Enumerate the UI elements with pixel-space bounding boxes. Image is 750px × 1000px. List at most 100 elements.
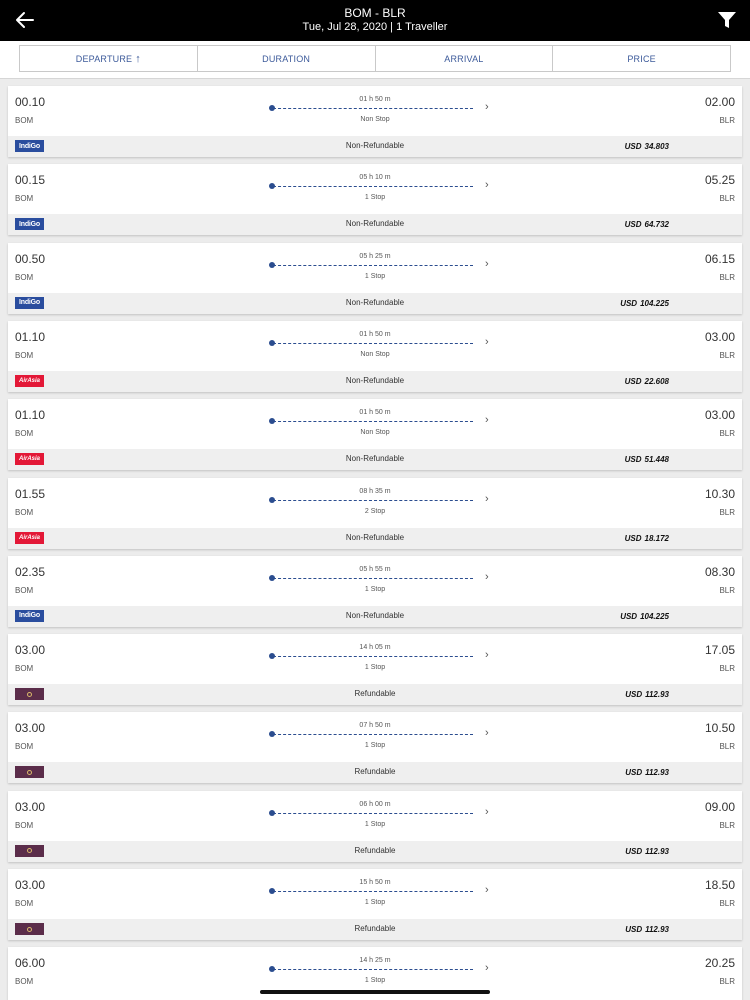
fare-price: USD 22.608: [625, 377, 672, 386]
refund-status: Refundable: [354, 767, 396, 777]
arrival-time: 03.00: [704, 329, 735, 344]
sort-tab-arrival[interactable]: ARRIVAL: [376, 46, 554, 71]
arrival-time: 10.30: [704, 486, 735, 501]
arrival-airport: BLR: [719, 429, 735, 439]
filter-button[interactable]: [717, 10, 737, 30]
flight-card[interactable]: 01.10 BOM 01 h 50 m Non Stop › 03.00 BLR AirAsi…: [8, 399, 742, 471]
departure-airport: BOM: [15, 350, 34, 360]
fare-price: USD 112.93: [625, 690, 672, 699]
arrival-airport: BLR: [719, 507, 735, 517]
chevron-right-icon[interactable]: ›: [485, 179, 489, 192]
fare-currency: USD: [624, 220, 642, 230]
chevron-right-icon[interactable]: ›: [485, 805, 489, 818]
chevron-right-icon[interactable]: ›: [485, 649, 489, 662]
route-line: [273, 342, 473, 344]
filter-icon: [718, 12, 736, 28]
fare-footer: Refundable USD 112.93: [8, 684, 742, 706]
flight-duration: 14 h 25 m: [359, 957, 391, 965]
departure-time: 03.00: [15, 878, 46, 892]
route-line: [273, 577, 473, 579]
fare-price: USD 112.93: [625, 768, 672, 777]
fare-footer: Refundable USD 112.93: [8, 919, 742, 940]
flight-card[interactable]: 03.00 BOM 07 h 50 m 1 Stop › 10.50 BLR Refundab…: [8, 712, 742, 784]
arrival-time: 08.30: [704, 564, 735, 579]
route-line: [273, 656, 473, 658]
flight-card[interactable]: 01.55 BOM 08 h 35 m 2 Stop › 10.30 BLR AirAsia N…: [8, 477, 742, 549]
chevron-right-icon[interactable]: ›: [485, 335, 489, 348]
route-line: [273, 812, 473, 814]
fare-currency: USD: [624, 455, 642, 465]
fare-amount: 112.93: [645, 690, 669, 700]
flight-duration: 05 h 25 m: [359, 252, 391, 260]
fare-footer: IndiGo Non-Refundable USD 64.732: [8, 214, 742, 236]
sort-tab-price[interactable]: PRICE: [553, 46, 730, 71]
refund-status: Refundable: [354, 845, 396, 855]
chevron-right-icon[interactable]: ›: [485, 727, 489, 740]
flight-card[interactable]: 00.50 BOM 05 h 25 m 1 Stop › 06.15 BLR IndiGo No…: [8, 242, 742, 314]
trip-subtitle: Tue, Jul 28, 2020 | 1 Traveller: [302, 21, 448, 33]
flight-card[interactable]: 03.00 BOM 06 h 00 m 1 Stop › 09.00 BLR Refundab…: [8, 790, 742, 862]
sort-tab-label: DEPARTURE: [75, 53, 133, 64]
fare-price: USD 18.172: [625, 534, 672, 543]
refund-status: Refundable: [354, 924, 396, 933]
stop-count: 1 Stop: [364, 272, 386, 280]
arrival-time: 10.50: [704, 721, 735, 736]
refund-status: Non-Refundable: [345, 219, 405, 229]
departure-time: 03.00: [15, 799, 46, 814]
departure-time: 01.55: [15, 486, 46, 501]
fare-footer: AirAsia Non-Refundable USD 22.608: [8, 370, 742, 392]
sort-ascending-icon: ↑: [135, 52, 141, 65]
indigo-logo: IndiGo: [15, 140, 44, 152]
fare-footer: IndiGo Non-Refundable USD 104.225: [8, 605, 742, 627]
flight-card[interactable]: 03.00 BOM 15 h 50 m 1 Stop › 18.50 BLR Refundab…: [8, 869, 742, 940]
sort-bar: DEPARTURE ↑ DURATION ARRIVAL PRICE: [19, 45, 731, 72]
fare-price: USD 51.448: [625, 455, 672, 464]
flight-duration: 14 h 05 m: [359, 644, 391, 652]
chevron-right-icon[interactable]: ›: [485, 884, 489, 896]
flight-card[interactable]: 03.00 BOM 14 h 05 m 1 Stop › 17.05 BLR Refundab…: [8, 634, 742, 706]
fare-currency: USD: [624, 533, 642, 543]
chevron-right-icon[interactable]: ›: [485, 257, 489, 270]
flight-card[interactable]: 00.10 BOM 01 h 50 m Non Stop › 02.00 BLR IndiGo…: [8, 86, 742, 157]
route-origin-dot: [269, 339, 275, 346]
fare-currency: USD: [624, 142, 642, 151]
fare-currency: USD: [625, 690, 643, 700]
arrival-time: 05.25: [704, 173, 735, 188]
arrival-airport: BLR: [719, 116, 735, 125]
fare-footer: AirAsia Non-Refundable USD 51.448: [8, 449, 742, 471]
fare-amount: 51.448: [644, 455, 669, 465]
flight-card[interactable]: 00.15 BOM 05 h 10 m 1 Stop › 05.25 BLR IndiGo No…: [8, 164, 742, 236]
departure-airport: BOM: [15, 429, 34, 439]
sort-tab-departure[interactable]: DEPARTURE ↑: [20, 46, 198, 71]
route-origin-dot: [269, 261, 275, 268]
stop-count: 2 Stop: [364, 507, 386, 515]
arrival-time: 03.00: [704, 408, 735, 423]
stop-count: 1 Stop: [364, 664, 386, 672]
flight-card[interactable]: 01.10 BOM 01 h 50 m Non Stop › 03.00 BLR AirAsi…: [8, 320, 742, 392]
back-button[interactable]: [14, 9, 36, 31]
flight-card[interactable]: 02.35 BOM 05 h 55 m 1 Stop › 08.30 BLR IndiGo No…: [8, 555, 742, 627]
home-indicator: [260, 990, 490, 994]
arrival-time: 06.15: [704, 251, 735, 266]
departure-time: 02.35: [15, 564, 46, 579]
refund-status: Non-Refundable: [345, 141, 405, 150]
chevron-right-icon[interactable]: ›: [485, 414, 489, 427]
chevron-right-icon[interactable]: ›: [485, 101, 489, 113]
indigo-logo: IndiGo: [15, 609, 44, 622]
fare-currency: USD: [625, 925, 643, 934]
fare-amount: 112.93: [645, 768, 669, 778]
airasia-logo: AirAsia: [15, 374, 44, 387]
chevron-right-icon[interactable]: ›: [485, 962, 489, 975]
fare-amount: 104.225: [640, 611, 669, 621]
fare-price: USD 112.93: [625, 925, 672, 934]
route-title: BOM - BLR: [344, 6, 406, 20]
route-origin-dot: [269, 888, 275, 894]
sort-tab-duration[interactable]: DURATION: [198, 46, 376, 71]
departure-airport: BOM: [15, 507, 34, 517]
flight-duration: 01 h 50 m: [359, 409, 391, 417]
fare-amount: 112.93: [645, 925, 669, 934]
chevron-right-icon[interactable]: ›: [485, 492, 489, 505]
chevron-right-icon[interactable]: ›: [485, 570, 489, 583]
indigo-logo: IndiGo: [15, 218, 44, 231]
departure-time: 00.10: [15, 95, 46, 109]
